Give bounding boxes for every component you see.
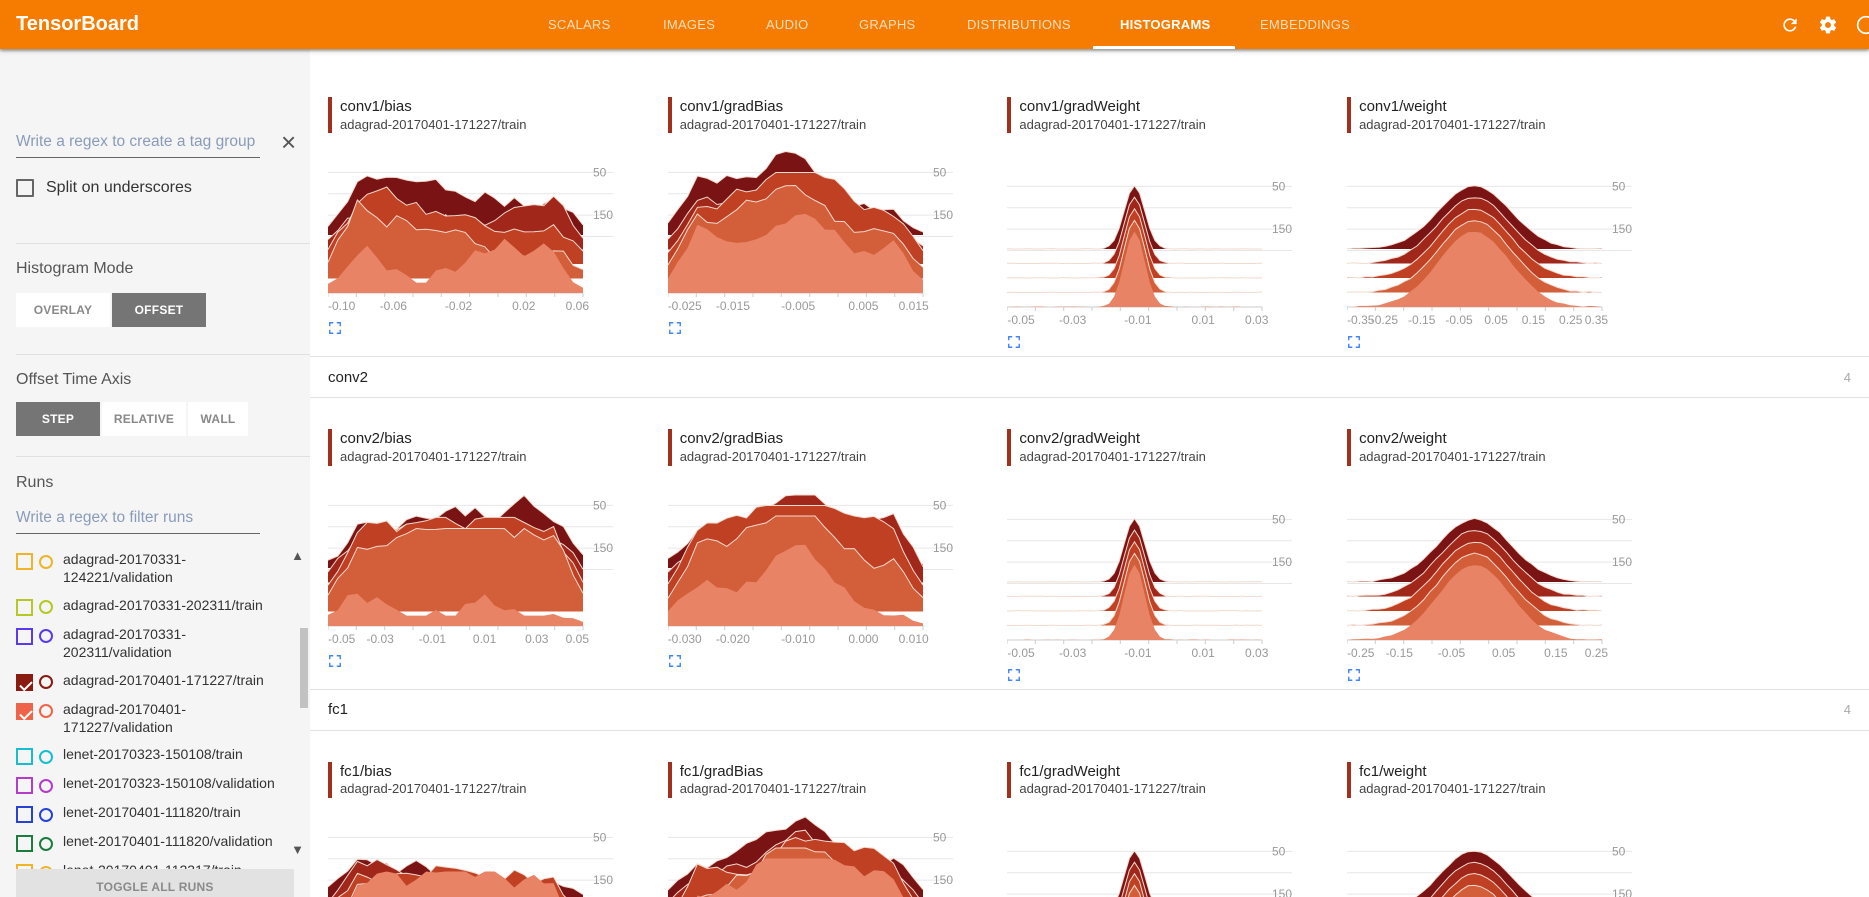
- svg-text:150: 150: [933, 873, 953, 887]
- svg-text:150: 150: [1272, 555, 1292, 569]
- svg-text:50: 50: [593, 831, 607, 845]
- svg-text:150: 150: [593, 208, 613, 222]
- svg-text:150: 150: [933, 208, 953, 222]
- svg-text:150: 150: [593, 873, 613, 887]
- svg-text:150: 150: [1272, 222, 1292, 236]
- svg-text:50: 50: [1612, 512, 1626, 526]
- svg-text:50: 50: [593, 166, 607, 180]
- svg-text:50: 50: [1272, 180, 1286, 194]
- svg-text:50: 50: [1612, 180, 1626, 194]
- svg-text:50: 50: [933, 831, 947, 845]
- svg-text:50: 50: [933, 498, 947, 512]
- svg-text:150: 150: [1612, 222, 1632, 236]
- svg-text:150: 150: [593, 541, 613, 555]
- svg-text:50: 50: [1272, 845, 1286, 859]
- svg-text:50: 50: [933, 166, 947, 180]
- svg-text:50: 50: [593, 498, 607, 512]
- svg-text:50: 50: [1272, 512, 1286, 526]
- svg-text:150: 150: [1612, 887, 1632, 897]
- svg-text:150: 150: [933, 541, 953, 555]
- svg-text:50: 50: [1612, 845, 1626, 859]
- svg-text:150: 150: [1272, 887, 1292, 897]
- svg-text:150: 150: [1612, 555, 1632, 569]
